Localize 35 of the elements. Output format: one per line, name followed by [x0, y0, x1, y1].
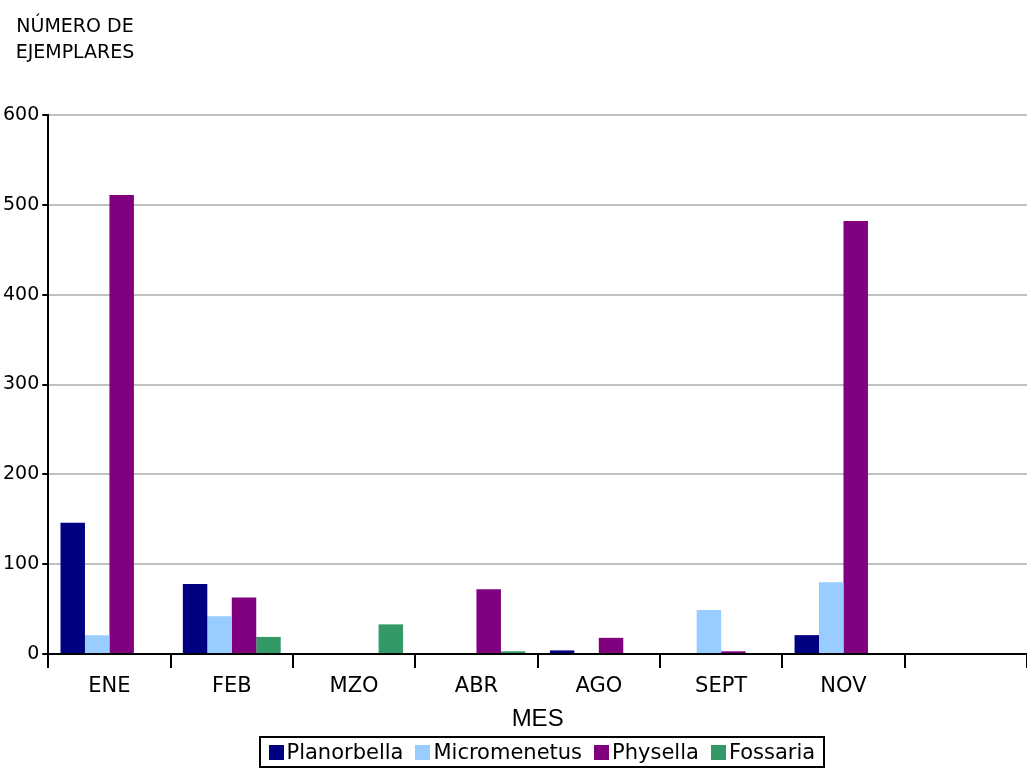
bar	[207, 616, 232, 653]
legend-label: Micromenetus	[432, 740, 583, 764]
x-axis-title: MES	[511, 704, 564, 732]
legend-label: Fossaria	[727, 740, 816, 764]
x-tick-label: SEPT	[695, 673, 748, 698]
x-tick-label: ABR	[454, 673, 499, 698]
bar	[696, 609, 722, 653]
bar	[84, 635, 110, 653]
bar	[476, 589, 501, 653]
bar	[378, 624, 404, 653]
x-tick-label: MZO	[329, 673, 379, 698]
y-axis-title: NÚMERO DE EJEMPLARES	[14, 12, 136, 64]
legend-label: Planorbella	[285, 740, 404, 764]
y-tick-label: 600	[3, 101, 40, 124]
bar	[598, 637, 624, 653]
x-tick-label: FEB	[211, 673, 252, 698]
bar	[109, 194, 134, 653]
x-tick-label: ENE	[88, 673, 131, 698]
y-tick-label: 300	[3, 371, 40, 394]
y-tick-label: 100	[3, 551, 40, 574]
y-tick-label: 200	[3, 461, 40, 484]
bar	[60, 522, 85, 653]
bar	[231, 597, 257, 653]
x-tick-label: NOV	[820, 673, 868, 698]
y-tick-label: 500	[3, 191, 40, 214]
bar	[182, 583, 208, 653]
x-tick-label: AGO	[575, 673, 623, 698]
y-tick-label: 400	[3, 281, 40, 304]
bar	[549, 650, 575, 653]
bar	[256, 636, 281, 653]
y-tick-label: 0	[27, 640, 40, 663]
bar	[843, 221, 868, 653]
bar	[794, 635, 820, 653]
bar	[819, 582, 844, 653]
legend-label: Physella	[611, 740, 699, 764]
